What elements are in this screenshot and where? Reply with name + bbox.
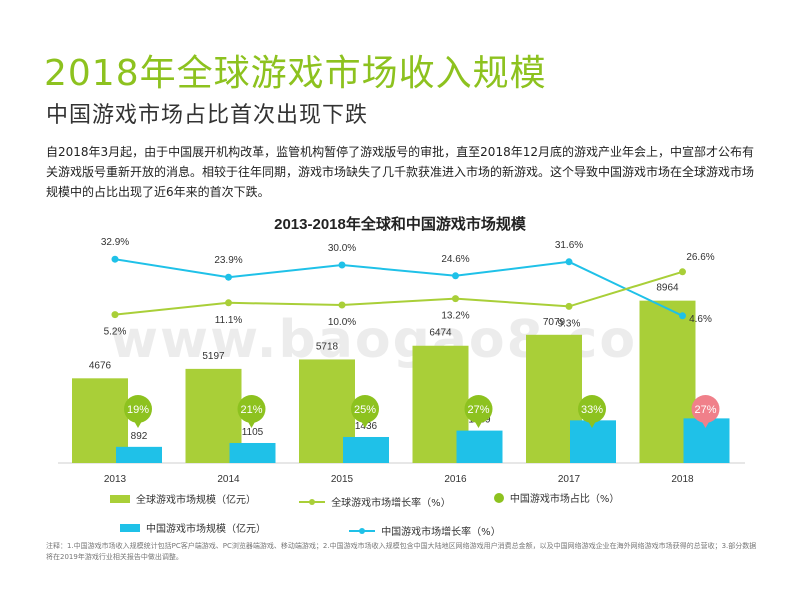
global-growth-line xyxy=(114,270,683,316)
china-growth-label: 32.9% xyxy=(101,237,129,248)
global-growth-point xyxy=(111,311,119,319)
global-growth-label: 9.3% xyxy=(558,318,581,329)
legend-bottom: 中国游戏市场规模（亿元） 中国游戏市场增长率（%） xyxy=(120,520,541,538)
bar-china-label: 892 xyxy=(131,431,148,442)
legend-share-label: 中国游戏市场占比（%） xyxy=(509,494,620,505)
global-growth-label: 5.2% xyxy=(104,327,127,338)
legend-global-growth-line xyxy=(299,498,326,505)
bar-global-label: 8964 xyxy=(656,283,679,294)
bar-china xyxy=(116,446,162,463)
global-growth-point xyxy=(452,295,459,303)
x-tick-label: 2013 xyxy=(104,474,127,485)
global-growth-point xyxy=(338,301,346,309)
bar-china xyxy=(343,436,389,463)
share-bubble-tail xyxy=(701,421,710,428)
china-growth-point xyxy=(111,255,119,263)
global-growth-label: 10.0% xyxy=(328,317,356,328)
china-growth-point xyxy=(679,312,686,320)
legend-share: 中国游戏市场占比（%） xyxy=(493,490,620,505)
share-bubble-label: 21% xyxy=(240,404,262,416)
chart-title: 2013-2018年全球和中国游戏市场规模 xyxy=(274,215,527,233)
share-bubble-tail xyxy=(134,421,142,428)
share-bubble-tail xyxy=(588,421,596,428)
bar-china-label: 1436 xyxy=(355,421,378,432)
china-growth-label: 24.6% xyxy=(441,254,469,265)
intro-paragraph: 自2018年3月起，由于中国展开机构改革，监管机构暂停了游戏版号的审批，直至20… xyxy=(46,145,755,199)
share-bubble xyxy=(578,395,606,423)
global-growth-point xyxy=(565,302,573,310)
legend-china-size-label: 中国游戏市场规模（亿元） xyxy=(146,524,266,535)
china-growth-label: 31.6% xyxy=(555,240,583,251)
china-growth-point xyxy=(338,261,346,269)
x-tick-label: 2014 xyxy=(217,474,240,485)
share-bubble-label: 19% xyxy=(127,404,149,416)
global-growth-label: 26.6% xyxy=(686,252,714,263)
share-bubble-tail xyxy=(474,421,483,428)
bar-china-label: 1105 xyxy=(242,427,264,438)
page-subtitle: 中国游戏市场占比首次出现下跌 xyxy=(46,103,369,128)
legend-global-size: 全球游戏市场规模（亿元） xyxy=(110,491,256,506)
share-bubble-label: 25% xyxy=(354,404,376,416)
bar-global-label: 5197 xyxy=(202,351,225,362)
global-growth-point xyxy=(225,299,232,307)
legend-china-size: 中国游戏市场规模（亿元） xyxy=(120,520,266,535)
watermark-text: www.baogao8.com xyxy=(110,310,694,370)
china-growth-point xyxy=(225,273,232,281)
x-tick-label: 2018 xyxy=(671,474,694,485)
bar-china xyxy=(229,442,276,463)
legend-global-size-label: 全球游戏市场规模（亿元） xyxy=(136,495,256,506)
page-title: 2018年全球游戏市场收入规模 xyxy=(44,53,547,94)
share-bubble-label: 27% xyxy=(694,404,716,416)
global-growth-point xyxy=(679,268,686,276)
china-growth-point xyxy=(452,272,459,280)
legend-global-growth: 全球游戏市场增长率（%） xyxy=(299,494,451,509)
bar-global-label: 5718 xyxy=(316,341,339,352)
x-tick-label: 2017 xyxy=(558,474,581,485)
share-bubble-label: 27% xyxy=(467,404,489,416)
share-bubble-label: 33% xyxy=(581,404,603,416)
legend-china-growth: 中国游戏市场增长率（%） xyxy=(349,523,501,538)
share-bubble xyxy=(351,395,379,423)
legend-global-growth-label: 全球游戏市场增长率（%） xyxy=(331,498,451,509)
share-bubble xyxy=(124,395,152,423)
legend-china-growth-label: 中国游戏市场增长率（%） xyxy=(381,527,501,538)
share-bubble xyxy=(237,395,266,423)
china-growth-label: 30.0% xyxy=(328,243,356,254)
global-growth-label: 11.1% xyxy=(215,315,243,326)
share-bubble xyxy=(464,395,493,423)
legend-china-swatch xyxy=(120,523,140,532)
china-growth-point xyxy=(565,258,573,266)
share-bubble-tail xyxy=(361,421,369,428)
legend-global-swatch xyxy=(110,494,130,503)
legend-china-growth-line xyxy=(349,527,376,534)
china-growth-label: 23.9% xyxy=(214,255,242,266)
bar-china xyxy=(456,430,503,463)
legend-top: 全球游戏市场规模（亿元） 全球游戏市场增长率（%） 中国游戏市场占比（%） xyxy=(110,490,790,509)
bar-global-label: 6474 xyxy=(429,328,452,339)
share-bubble xyxy=(691,395,720,423)
bar-china xyxy=(570,420,616,463)
legend-share-swatch xyxy=(493,492,504,503)
china-growth-line xyxy=(114,258,683,317)
footnote: 注释：1.中国游戏市场收入规模统计包括PC客户端游戏、PC浏览器端游戏、移动端游… xyxy=(46,542,757,561)
share-bubble-tail xyxy=(247,421,256,428)
bar-global-label: 7079 xyxy=(543,317,566,328)
global-growth-label: 13.2% xyxy=(441,311,469,322)
bar-global-label: 4676 xyxy=(89,360,112,371)
x-tick-label: 2016 xyxy=(444,474,467,485)
x-tick-label: 2015 xyxy=(331,474,354,485)
china-growth-label: 4.6% xyxy=(689,314,712,325)
